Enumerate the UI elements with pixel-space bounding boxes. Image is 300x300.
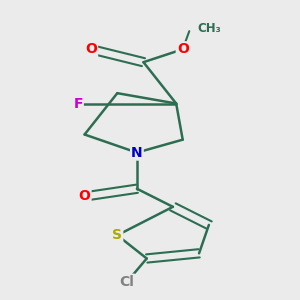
Text: O: O <box>85 42 97 56</box>
Text: O: O <box>79 190 91 203</box>
Text: O: O <box>177 42 189 56</box>
Text: N: N <box>131 146 143 160</box>
Text: F: F <box>73 97 83 110</box>
Text: CH₃: CH₃ <box>197 22 221 35</box>
Text: S: S <box>112 228 122 242</box>
Text: Cl: Cl <box>120 275 134 289</box>
